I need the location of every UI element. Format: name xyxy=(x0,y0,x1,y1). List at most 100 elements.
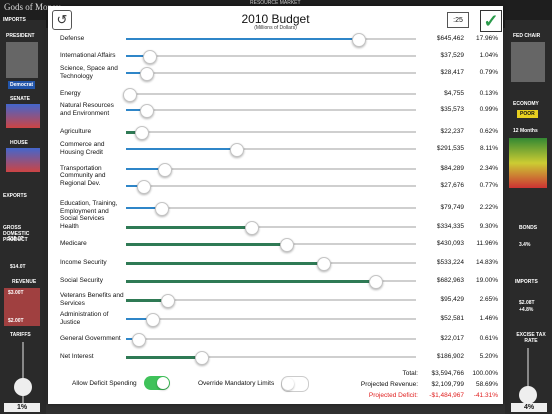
budget-row-label: Medicare xyxy=(60,240,87,247)
budget-slider-fill xyxy=(126,130,141,134)
president-label: PRESIDENT xyxy=(6,33,35,39)
budget-row-pct: 5.20% xyxy=(479,353,498,360)
budget-row-pct: 19.00% xyxy=(475,277,498,284)
excise-slider-knob[interactable] xyxy=(519,386,537,404)
budget-row-label: Social Security xyxy=(60,277,103,284)
budget-row-amount: $28,417 xyxy=(440,69,465,76)
tariffs-slider-track[interactable] xyxy=(22,342,24,410)
budget-slider-knob[interactable] xyxy=(154,202,169,216)
budget-slider-track[interactable] xyxy=(126,180,416,194)
budget-slider-track[interactable] xyxy=(126,33,416,47)
checkmark-icon: ✓ xyxy=(483,10,499,31)
budget-row-amount: $186,902 xyxy=(436,353,464,360)
budget-row-amount: $84,289 xyxy=(440,165,465,172)
budget-slider-track[interactable] xyxy=(126,313,416,327)
budget-row-pct: 8.11% xyxy=(480,145,498,152)
budget-row-label: Income Security xyxy=(60,259,107,266)
budget-slider-track[interactable] xyxy=(126,351,416,365)
budget-subtitle: (Millions of Dollars) xyxy=(254,25,297,31)
budget-slider-track[interactable] xyxy=(126,275,416,289)
budget-slider-knob[interactable] xyxy=(140,104,155,118)
budget-slider-fill xyxy=(126,318,153,320)
override-mandatory-toggle[interactable] xyxy=(281,376,309,392)
budget-row-amount: $334,335 xyxy=(436,223,464,230)
president-avatar xyxy=(6,42,38,78)
budget-slider-track[interactable] xyxy=(126,333,416,347)
allow-deficit-toggle[interactable] xyxy=(144,376,170,390)
undo-button[interactable]: ↺ xyxy=(52,10,72,30)
budget-row-pct: 0.61% xyxy=(479,335,498,342)
budget-row-label: International Affairs xyxy=(60,52,116,59)
budget-row-amount: $79,749 xyxy=(440,204,465,211)
budget-row-pct: 2.34% xyxy=(479,165,498,172)
budget-slider-fill xyxy=(126,261,324,265)
budget-slider-fill xyxy=(126,242,286,246)
budget-row-amount: $4,755 xyxy=(444,90,464,97)
budget-row-pct: 0.79% xyxy=(479,69,498,76)
budget-slider-fill xyxy=(126,148,237,150)
budget-row-amount: $291,535 xyxy=(436,145,464,152)
revenue-value-high: $3.00T xyxy=(8,290,24,296)
budget-slider-knob[interactable] xyxy=(122,88,137,102)
budget-slider-track[interactable] xyxy=(126,67,416,81)
budget-slider-knob[interactable] xyxy=(143,50,158,64)
budget-slider-knob[interactable] xyxy=(369,275,384,289)
tariffs-slider-knob[interactable] xyxy=(14,378,32,396)
budget-row-label: Defense xyxy=(60,35,85,42)
budget-row-label: Natural Resources and Environment xyxy=(60,102,114,117)
allow-deficit-label: Allow Deficit Spending xyxy=(72,380,137,387)
president-party-badge: Democrat xyxy=(8,81,36,89)
budget-slider-track[interactable] xyxy=(126,50,416,64)
months-label: 12 Months xyxy=(513,128,538,134)
budget-slider-track[interactable] xyxy=(126,126,416,140)
budget-row-pct: 2.22% xyxy=(479,204,498,211)
timer-display: :25 xyxy=(447,12,469,28)
imports-right-value: $2.08T xyxy=(519,300,535,306)
revenue-chart xyxy=(4,288,40,326)
budget-row-label: Community and Regional Dev. xyxy=(60,172,106,187)
budget-slider-fill xyxy=(126,72,147,74)
budget-slider-track[interactable] xyxy=(126,163,416,177)
budget-row-label: Science, Space and Technology xyxy=(60,65,118,80)
budget-slider-knob[interactable] xyxy=(230,143,245,157)
budget-row-pct: 0.77% xyxy=(479,182,498,189)
budget-slider-knob[interactable] xyxy=(317,257,332,271)
budget-slider-knob[interactable] xyxy=(134,126,149,140)
budget-slider-track[interactable] xyxy=(126,104,416,118)
excise-slider-track[interactable] xyxy=(527,348,529,408)
budget-row-amount: $95,429 xyxy=(440,296,465,303)
left-panel: IMPORTS PRESIDENT Democrat SENATE HOUSE … xyxy=(0,17,46,414)
budget-row-label: Agriculture xyxy=(60,128,92,135)
budget-slider-knob[interactable] xyxy=(160,294,175,308)
budget-slider-track[interactable] xyxy=(126,294,416,308)
budget-slider-track[interactable] xyxy=(126,221,416,235)
budget-slider-knob[interactable] xyxy=(352,33,366,47)
deficit-amount: -$1,484,967 xyxy=(429,392,464,399)
budget-slider-knob[interactable] xyxy=(140,67,155,81)
budget-slider-fill xyxy=(126,355,202,359)
budget-row-pct: 2.65% xyxy=(479,296,498,303)
budget-slider-track[interactable] xyxy=(122,88,416,102)
budget-slider-track[interactable] xyxy=(126,238,416,252)
budget-slider-knob[interactable] xyxy=(244,221,259,235)
budget-slider-knob[interactable] xyxy=(146,313,161,327)
budget-row-pct: 17.96% xyxy=(475,35,498,42)
budget-slider-knob[interactable] xyxy=(137,180,152,194)
confirm-button[interactable]: ✓ xyxy=(480,10,502,32)
budget-slider-track[interactable] xyxy=(126,202,416,216)
budget-slider-knob[interactable] xyxy=(131,333,146,347)
budget-row-pct: 1.46% xyxy=(479,315,498,322)
budget-slider-knob[interactable] xyxy=(195,351,210,365)
budget-title: 2010 Budget xyxy=(241,12,310,26)
right-panel: FED CHAIR ECONOMY POOR 12 Months BONDS 3… xyxy=(505,20,552,414)
budget-slider-fill xyxy=(126,185,144,187)
budget-slider-knob[interactable] xyxy=(279,238,294,252)
budget-slider-fill xyxy=(126,279,376,283)
budget-modal: ↺ 2010 Budget (Millions of Dollars) :25 … xyxy=(48,6,503,404)
budget-row-label: Veterans Benefits and Services xyxy=(60,292,124,307)
budget-slider-track[interactable] xyxy=(126,143,416,157)
gdp-value-low: $14.0T xyxy=(10,264,26,270)
budget-slider-track[interactable] xyxy=(126,257,416,271)
fed-chair-avatar xyxy=(511,42,545,82)
budget-slider-knob[interactable] xyxy=(157,163,172,177)
